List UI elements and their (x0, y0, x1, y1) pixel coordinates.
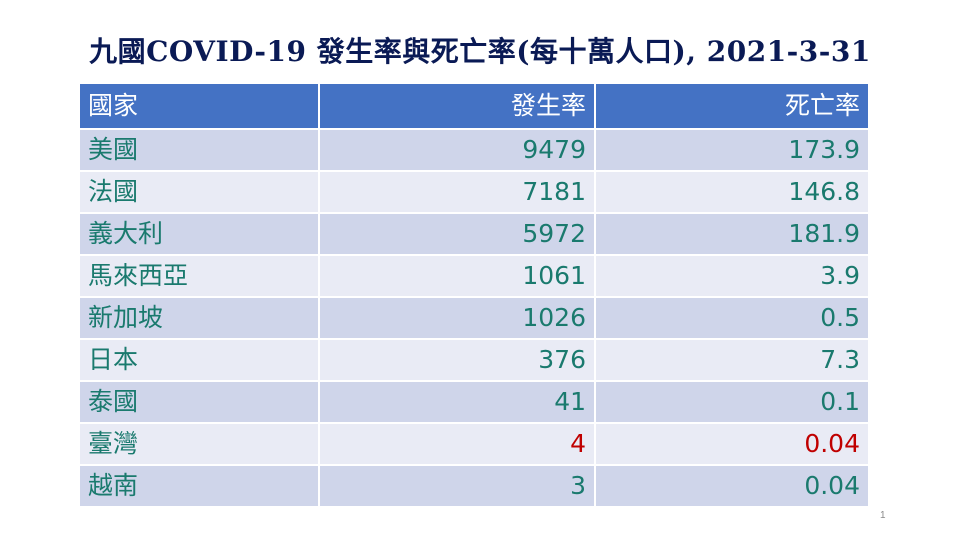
mortality-cell: 0.04 (596, 424, 868, 464)
mortality-cell: 0.04 (596, 466, 868, 506)
country-cell: 馬來西亞 (80, 256, 318, 296)
table-row: 義大利 5972 181.9 (80, 214, 868, 254)
country-cell: 泰國 (80, 382, 318, 422)
header-country: 國家 (80, 84, 318, 128)
header-mortality: 死亡率 (596, 84, 868, 128)
incidence-cell: 1061 (320, 256, 594, 296)
country-cell: 美國 (80, 130, 318, 170)
header-incidence: 發生率 (320, 84, 594, 128)
mortality-cell: 7.3 (596, 340, 868, 380)
data-table: 國家 發生率 死亡率 美國 9479 173.9 法國 7181 146.8 義大利 5972… (78, 82, 870, 508)
mortality-cell: 3.9 (596, 256, 868, 296)
table-body: 美國 9479 173.9 法國 7181 146.8 義大利 5972 181.9 馬來西亞 10… (80, 130, 868, 506)
table-header-row: 國家 發生率 死亡率 (80, 84, 868, 128)
mortality-cell: 181.9 (596, 214, 868, 254)
table-row: 美國 9479 173.9 (80, 130, 868, 170)
mortality-cell: 0.5 (596, 298, 868, 338)
country-cell: 越南 (80, 466, 318, 506)
page-number: 1 (880, 510, 886, 521)
country-cell: 新加坡 (80, 298, 318, 338)
incidence-cell: 3 (320, 466, 594, 506)
table-row: 新加坡 1026 0.5 (80, 298, 868, 338)
page-title: 九國COVID-19 發生率與死亡率(每十萬人口), 2021-3-31 (89, 35, 871, 68)
mortality-cell: 173.9 (596, 130, 868, 170)
table-row: 法國 7181 146.8 (80, 172, 868, 212)
table-row: 越南 3 0.04 (80, 466, 868, 506)
incidence-cell: 7181 (320, 172, 594, 212)
table-row: 臺灣 4 0.04 (80, 424, 868, 464)
country-cell: 日本 (80, 340, 318, 380)
incidence-cell: 5972 (320, 214, 594, 254)
incidence-cell: 376 (320, 340, 594, 380)
country-cell: 義大利 (80, 214, 318, 254)
incidence-cell: 1026 (320, 298, 594, 338)
country-cell: 臺灣 (80, 424, 318, 464)
mortality-cell: 0.1 (596, 382, 868, 422)
incidence-cell: 4 (320, 424, 594, 464)
table-row: 日本 376 7.3 (80, 340, 868, 380)
table-row: 馬來西亞 1061 3.9 (80, 256, 868, 296)
table-header: 國家 發生率 死亡率 (80, 84, 868, 128)
mortality-cell: 146.8 (596, 172, 868, 212)
table-row: 泰國 41 0.1 (80, 382, 868, 422)
incidence-cell: 9479 (320, 130, 594, 170)
country-cell: 法國 (80, 172, 318, 212)
incidence-cell: 41 (320, 382, 594, 422)
